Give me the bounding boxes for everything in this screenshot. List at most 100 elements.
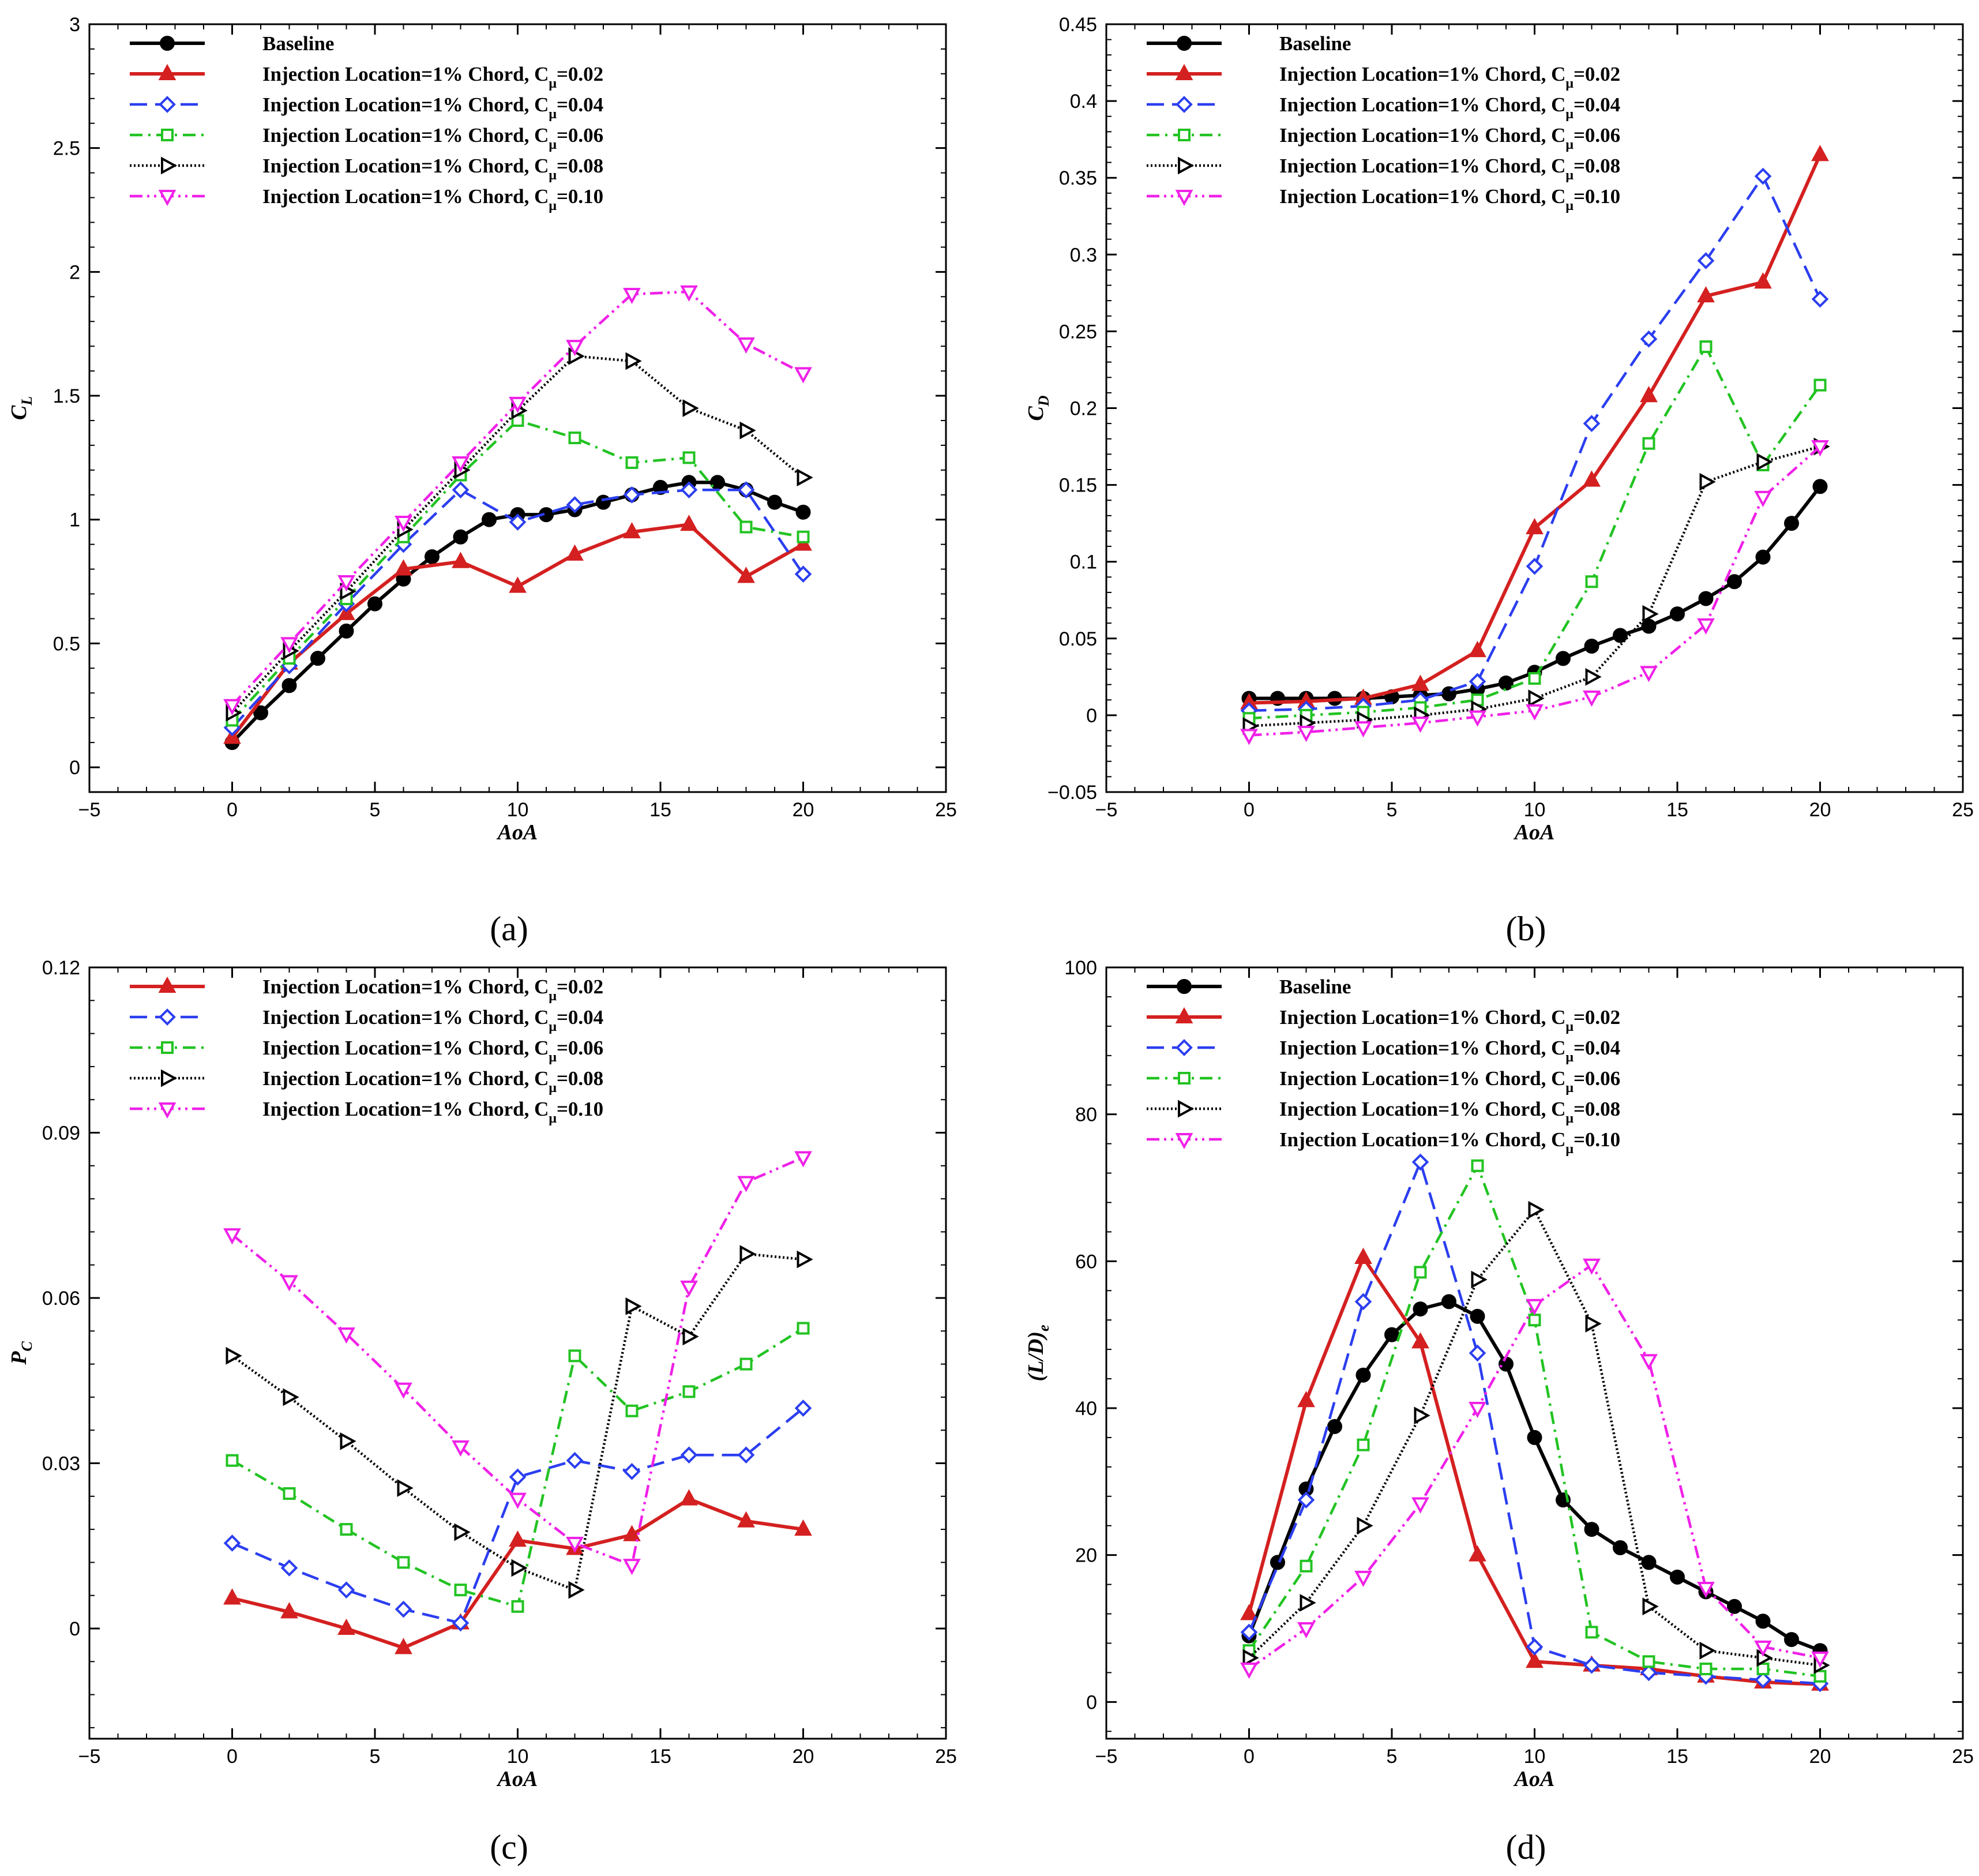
- data-point: [1357, 1517, 1373, 1535]
- x-tick-label: 25: [1952, 799, 1974, 821]
- data-point: [1526, 1299, 1544, 1315]
- data-point: [340, 1432, 356, 1450]
- data-point: [1613, 1540, 1628, 1555]
- data-point: [337, 575, 355, 592]
- legend-label-subscript: μ: [549, 1019, 557, 1034]
- data-point: [482, 512, 497, 527]
- data-point: [1297, 1391, 1315, 1408]
- y-axis-title-subscript: L: [18, 396, 35, 406]
- y-tick-label: 0: [69, 757, 80, 779]
- x-tick-label: −5: [1095, 799, 1118, 821]
- x-tick-label: 5: [1387, 1746, 1398, 1768]
- legend-label-subscript: μ: [1565, 1111, 1574, 1126]
- legend-label-suffix: =0.04: [1574, 93, 1620, 116]
- y-tick-label: 0.15: [1059, 475, 1097, 497]
- data-point: [1640, 666, 1658, 682]
- series-cmu-0-06: [226, 414, 810, 727]
- data-point: [797, 1322, 810, 1335]
- legend-label-subscript: μ: [1565, 107, 1574, 122]
- y-tick-label: −0.05: [1047, 782, 1097, 804]
- legend-item: Baseline: [130, 32, 334, 55]
- legend-item: Injection Location=1% Chord, Cμ=0.08: [1147, 1098, 1620, 1126]
- y-tick-label: 20: [1075, 1545, 1097, 1567]
- legend-label-suffix: =0.10: [1574, 1128, 1620, 1151]
- panel-label: (c): [490, 1828, 528, 1866]
- legend-marker: [158, 1102, 177, 1119]
- legend-label-subscript: μ: [549, 198, 557, 213]
- legend-marker: [159, 1008, 176, 1026]
- x-tick-label: 20: [1809, 1746, 1831, 1768]
- data-point: [568, 432, 581, 445]
- legend-label-text: Injection Location=1% Chord, C: [1279, 124, 1565, 147]
- data-point: [1240, 1663, 1258, 1679]
- data-point: [1640, 386, 1658, 403]
- legend-label-text: Injection Location=1% Chord, C: [262, 1006, 549, 1029]
- data-point: [1727, 1599, 1742, 1614]
- data-point: [794, 1151, 812, 1168]
- legend-label-text: Injection Location=1% Chord, C: [1279, 1037, 1565, 1059]
- legend-label: Injection Location=1% Chord, Cμ=0.06: [262, 1037, 603, 1065]
- y-axis-title-main: C: [7, 405, 31, 420]
- panel-label: (d): [1506, 1828, 1546, 1866]
- data-point: [509, 576, 527, 593]
- data-point: [395, 516, 412, 532]
- y-axis-title: PC: [7, 1341, 35, 1365]
- data-point: [623, 486, 641, 504]
- panel-label: (b): [1506, 910, 1546, 948]
- data-point: [1613, 628, 1628, 643]
- x-tick-label: 5: [370, 799, 381, 821]
- legend-item: Injection Location=1% Chord, Cμ=0.08: [130, 1067, 603, 1095]
- series-cmu-0-10: [223, 285, 812, 715]
- series-line: [231, 1156, 804, 1567]
- legend-label-subscript: μ: [549, 137, 557, 152]
- legend-item: Injection Location=1% Chord, Cμ=0.02: [1147, 63, 1620, 91]
- data-point: [1812, 479, 1828, 494]
- x-tick-label: 25: [935, 1746, 957, 1768]
- data-point: [1526, 517, 1544, 535]
- y-tick-label: 40: [1075, 1398, 1097, 1420]
- data-point: [1411, 1332, 1429, 1349]
- legend-item: Injection Location=1% Chord, Cμ=0.06: [130, 124, 603, 152]
- legend-label: Injection Location=1% Chord, Cμ=0.06: [262, 124, 603, 152]
- data-point: [337, 603, 355, 620]
- data-point: [367, 596, 382, 611]
- legend-label: Injection Location=1% Chord, Cμ=0.02: [262, 63, 603, 91]
- legend-label-suffix: =0.10: [557, 1098, 603, 1120]
- legend-label-suffix: =0.08: [1574, 1098, 1620, 1120]
- data-point: [280, 1275, 298, 1292]
- data-point: [680, 1446, 698, 1464]
- data-point: [1411, 674, 1429, 691]
- y-tick-label: 0.35: [1059, 167, 1097, 189]
- data-point: [794, 565, 812, 583]
- legend-label-text: Injection Location=1% Chord, C: [262, 124, 549, 147]
- y-tick-label: 1.5: [53, 385, 80, 407]
- legend-label: Baseline: [262, 32, 334, 55]
- legend-marker: [1177, 979, 1192, 994]
- data-point: [223, 727, 241, 744]
- legend: Baseline Injection Location=1% Chord, Cμ=…: [130, 32, 603, 213]
- data-point: [625, 1404, 639, 1417]
- data-point: [1355, 1367, 1371, 1383]
- data-point: [1641, 1555, 1657, 1570]
- data-point: [623, 522, 641, 539]
- legend-marker: [1178, 129, 1191, 141]
- data-point: [454, 1523, 471, 1541]
- data-point: [281, 678, 297, 693]
- data-point: [1471, 1159, 1484, 1172]
- legend-label-subscript: μ: [1565, 198, 1574, 213]
- legend-label: Injection Location=1% Chord, Cμ=0.04: [262, 1006, 603, 1034]
- data-point: [509, 1530, 527, 1547]
- data-point: [1242, 1649, 1259, 1667]
- y-axis-title-subscript: e: [1035, 1325, 1052, 1331]
- legend-label: Injection Location=1% Chord, Cμ=0.06: [1279, 124, 1620, 152]
- data-point: [1469, 1344, 1486, 1362]
- legend-item: Baseline: [1147, 32, 1351, 55]
- data-point: [737, 566, 755, 583]
- y-tick-label: 100: [1064, 957, 1097, 979]
- legend-label: Baseline: [1279, 32, 1351, 55]
- data-point: [395, 1382, 412, 1399]
- data-point: [1469, 710, 1486, 727]
- data-point: [1727, 574, 1742, 590]
